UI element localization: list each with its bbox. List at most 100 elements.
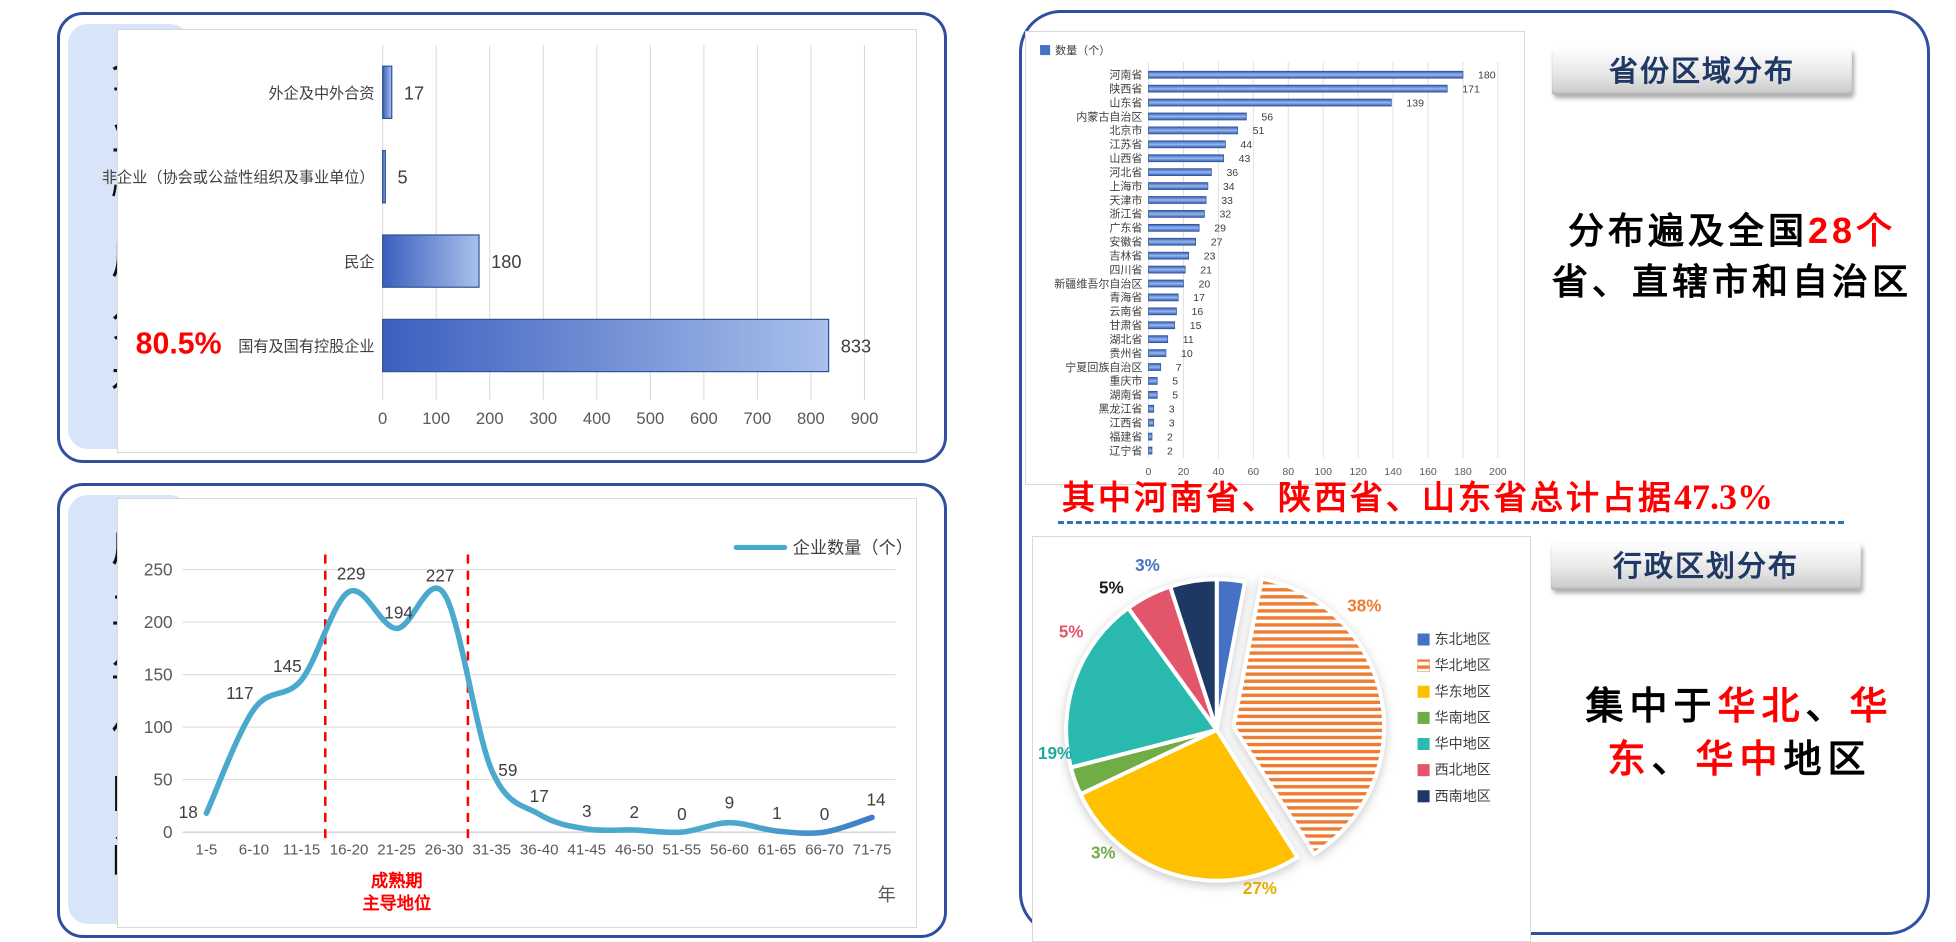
focus-sep1: 、 bbox=[1805, 686, 1850, 728]
svg-text:41-45: 41-45 bbox=[567, 841, 606, 858]
svg-text:山东省: 山东省 bbox=[1109, 96, 1142, 109]
svg-text:5: 5 bbox=[397, 168, 407, 188]
svg-text:江西省: 江西省 bbox=[1109, 417, 1142, 430]
svg-text:江苏省: 江苏省 bbox=[1109, 138, 1142, 151]
svg-text:200: 200 bbox=[1489, 466, 1507, 478]
svg-text:企业数量（个）: 企业数量（个） bbox=[793, 538, 913, 558]
svg-text:非企业（协会或公益性组织及事业单位）: 非企业（协会或公益性组织及事业单位） bbox=[102, 169, 375, 187]
svg-text:16: 16 bbox=[1192, 306, 1204, 318]
svg-text:10: 10 bbox=[1181, 348, 1193, 360]
focus-dong: 东 bbox=[1607, 739, 1652, 782]
svg-text:11-15: 11-15 bbox=[283, 841, 321, 858]
svg-text:60: 60 bbox=[1247, 466, 1259, 478]
svg-text:6-10: 6-10 bbox=[239, 841, 269, 858]
svg-text:西北地区: 西北地区 bbox=[1435, 762, 1491, 778]
svg-text:国有及国有控股企业: 国有及国有控股企业 bbox=[238, 338, 374, 356]
svg-text:46-50: 46-50 bbox=[615, 841, 654, 858]
svg-text:5: 5 bbox=[1172, 376, 1178, 388]
svg-text:年: 年 bbox=[878, 885, 896, 905]
svg-text:0: 0 bbox=[378, 409, 387, 428]
svg-text:139: 139 bbox=[1406, 97, 1424, 109]
svg-text:150: 150 bbox=[144, 665, 173, 685]
province-distribution-banner: 省份区域分布 bbox=[1552, 49, 1852, 95]
svg-text:16-20: 16-20 bbox=[330, 841, 369, 858]
province-bar-chart: 数量（个） 0 20 40 60 80 100 120 140 160 180 200 河南省 180 陕西… bbox=[1040, 44, 1507, 478]
svg-text:100: 100 bbox=[1314, 466, 1332, 478]
svg-text:160: 160 bbox=[1419, 466, 1437, 478]
svg-text:21-25: 21-25 bbox=[377, 841, 416, 858]
svg-text:56: 56 bbox=[1261, 111, 1273, 123]
svg-text:800: 800 bbox=[797, 409, 825, 428]
svg-text:3%: 3% bbox=[1135, 556, 1160, 575]
svg-text:福建省: 福建省 bbox=[1109, 429, 1142, 443]
svg-text:500: 500 bbox=[636, 409, 664, 428]
svg-text:31-35: 31-35 bbox=[472, 841, 511, 858]
region-pie-chart-box: 3% 38% 27% 3% 19% 5% 5% 东北地区 华北地区 华东地区 华南地区 华中地区 西北地… bbox=[1032, 536, 1531, 942]
region-pie-chart: 3% 38% 27% 3% 19% 5% 5% 东北地区华北地区华东地区华南地区华中地区西北地… bbox=[1038, 556, 1491, 898]
svg-text:50: 50 bbox=[153, 770, 172, 790]
svg-text:重庆市: 重庆市 bbox=[1109, 374, 1142, 388]
svg-text:900: 900 bbox=[851, 409, 879, 428]
svg-text:2: 2 bbox=[630, 802, 640, 822]
svg-text:广东省: 广东省 bbox=[1109, 222, 1142, 235]
svg-text:2: 2 bbox=[1167, 431, 1173, 443]
svg-text:17: 17 bbox=[530, 786, 549, 806]
svg-text:17: 17 bbox=[404, 83, 424, 103]
svg-text:陕西省: 陕西省 bbox=[1109, 81, 1142, 95]
svg-text:120: 120 bbox=[1349, 466, 1367, 478]
dashed-separator bbox=[1058, 521, 1844, 524]
svg-text:内蒙古自治区: 内蒙古自治区 bbox=[1076, 109, 1142, 123]
svg-text:43: 43 bbox=[1239, 153, 1251, 165]
svg-text:227: 227 bbox=[426, 566, 455, 586]
svg-text:东北地区: 东北地区 bbox=[1435, 631, 1491, 647]
province-summary-text: 分布遍及全国28个 省、直辖市和自治区 bbox=[1522, 205, 1942, 307]
svg-text:5: 5 bbox=[1172, 390, 1178, 402]
enterprise-nature-panel: 企业性质分布 0100200300400500600700800900外企及中外… bbox=[57, 12, 947, 463]
svg-text:15: 15 bbox=[1190, 320, 1202, 332]
svg-text:23: 23 bbox=[1204, 250, 1216, 262]
svg-text:117: 117 bbox=[226, 683, 253, 703]
svg-text:黑龙江省: 黑龙江省 bbox=[1098, 403, 1142, 416]
svg-text:2: 2 bbox=[1167, 445, 1173, 457]
svg-text:833: 833 bbox=[841, 337, 871, 357]
svg-text:18: 18 bbox=[179, 802, 198, 822]
region-panel: 数量（个） 0 20 40 60 80 100 120 140 160 180 200 河南省 180 陕西… bbox=[1019, 10, 1930, 942]
svg-text:云南省: 云南省 bbox=[1109, 305, 1142, 318]
svg-text:51: 51 bbox=[1253, 125, 1265, 137]
svg-text:40: 40 bbox=[1213, 466, 1225, 478]
svg-text:21: 21 bbox=[1200, 264, 1212, 276]
svg-text:200: 200 bbox=[476, 409, 504, 428]
svg-text:140: 140 bbox=[1384, 466, 1402, 478]
enterprise-nature-chart-box: 0 100 200 300 400 500 600 700 800 900 外企及中外合资 17 非企业… bbox=[102, 29, 917, 453]
svg-text:青海省: 青海省 bbox=[1109, 290, 1142, 304]
svg-text:天津市: 天津市 bbox=[1109, 193, 1142, 207]
svg-text:17: 17 bbox=[1193, 292, 1205, 304]
svg-text:194: 194 bbox=[384, 602, 413, 622]
svg-text:华南地区: 华南地区 bbox=[1435, 709, 1491, 725]
svg-text:20: 20 bbox=[1178, 466, 1190, 478]
svg-text:0: 0 bbox=[163, 822, 173, 842]
summary-line2: 省、直辖市和自治区 bbox=[1551, 261, 1912, 303]
svg-text:0: 0 bbox=[1146, 466, 1152, 478]
enterprise-nature-bar-chart: 0 100 200 300 400 500 600 700 800 900 外企及中外合资 17 非企业… bbox=[102, 45, 879, 428]
svg-text:3%: 3% bbox=[1091, 844, 1116, 863]
svg-text:66-70: 66-70 bbox=[805, 841, 844, 858]
svg-text:250: 250 bbox=[144, 560, 173, 580]
svg-text:29: 29 bbox=[1214, 223, 1226, 235]
focus-pre: 集中于 bbox=[1585, 686, 1718, 728]
svg-text:1-5: 1-5 bbox=[195, 841, 217, 858]
svg-text:贵州省: 贵州省 bbox=[1109, 347, 1142, 360]
svg-text:辽宁省: 辽宁省 bbox=[1109, 443, 1142, 457]
svg-text:华东地区: 华东地区 bbox=[1435, 683, 1491, 699]
svg-text:外企及中外合资: 外企及中外合资 bbox=[269, 84, 375, 102]
svg-text:27%: 27% bbox=[1243, 879, 1277, 898]
svg-text:180: 180 bbox=[1478, 70, 1496, 82]
svg-text:0: 0 bbox=[677, 804, 687, 824]
svg-text:上海市: 上海市 bbox=[1109, 179, 1142, 193]
svg-text:0: 0 bbox=[820, 804, 830, 824]
svg-text:5%: 5% bbox=[1059, 622, 1084, 641]
svg-text:200: 200 bbox=[144, 612, 173, 632]
svg-text:四川省: 四川省 bbox=[1109, 263, 1142, 276]
